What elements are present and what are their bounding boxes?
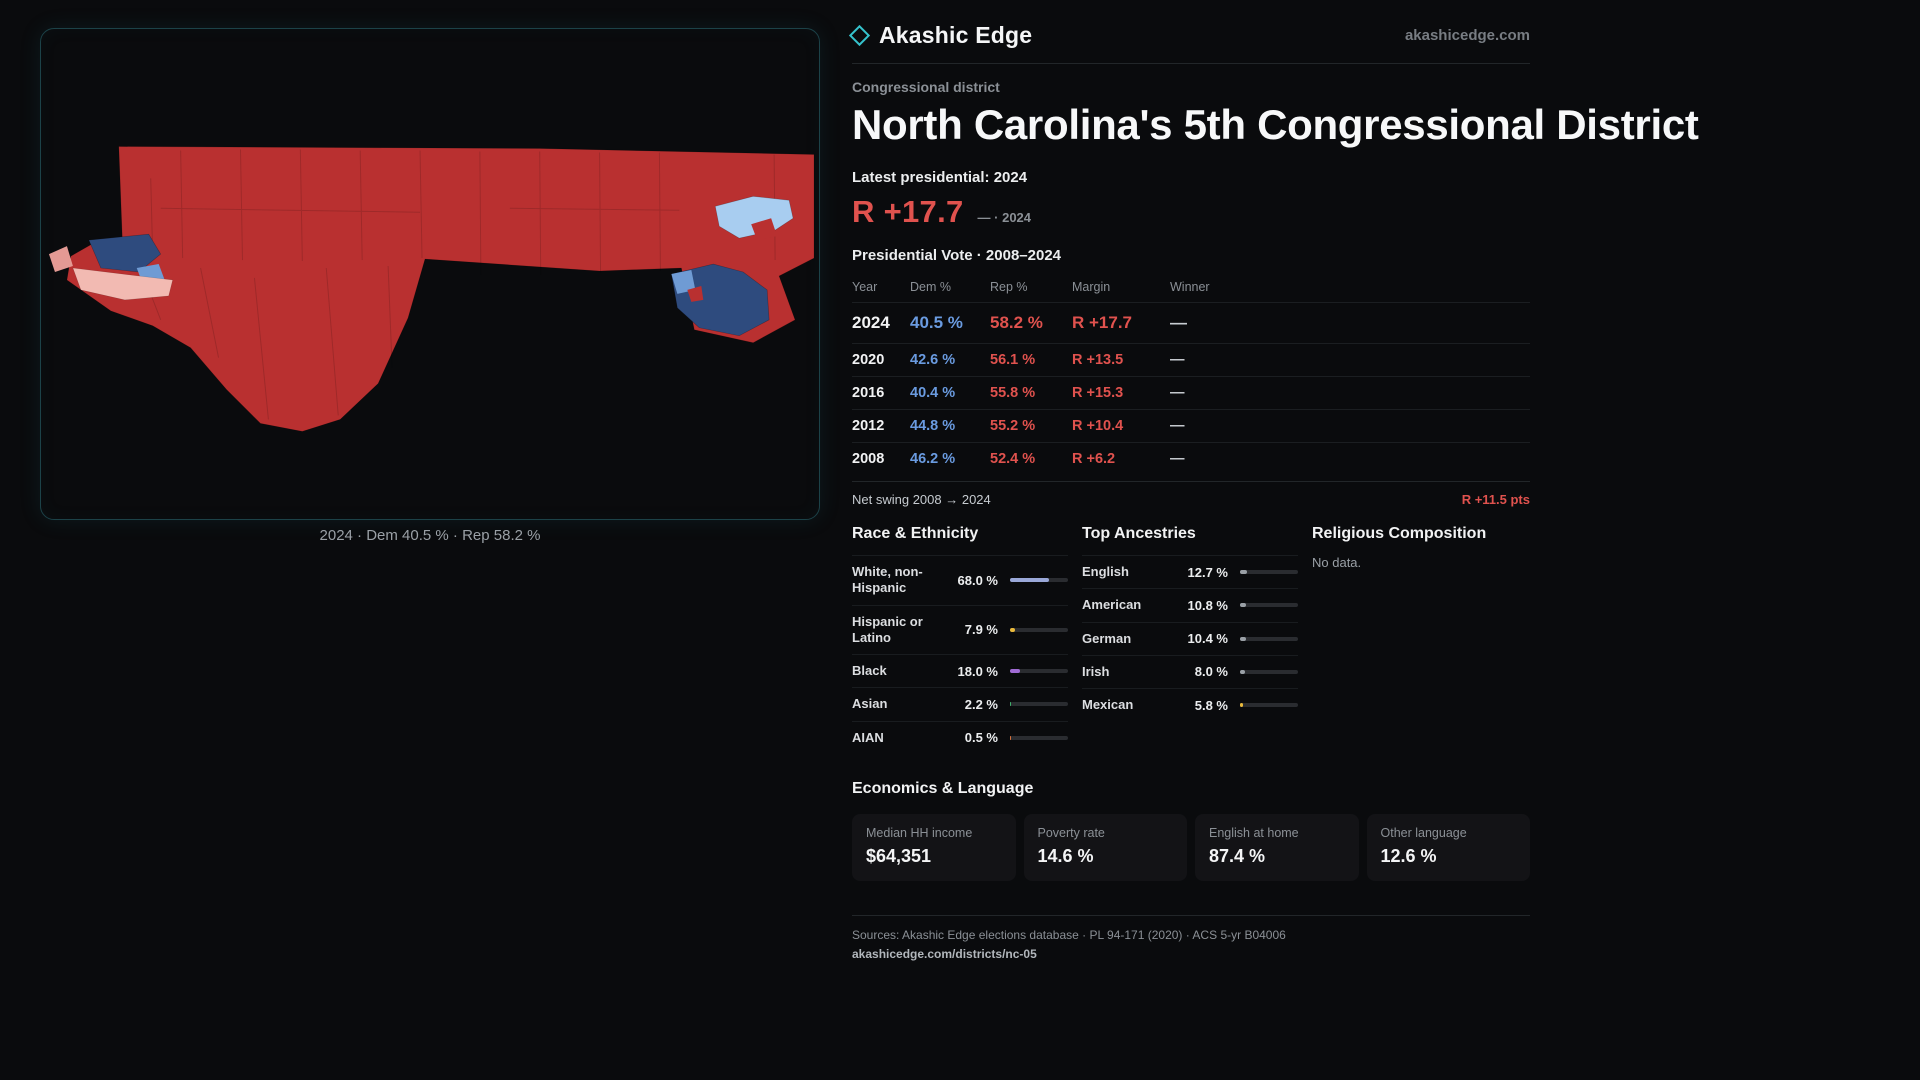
race-bar: [1010, 702, 1068, 707]
col-margin: Margin: [1072, 280, 1111, 294]
ancestry-bar: [1240, 603, 1298, 608]
footer: Sources: Akashic Edge elections database…: [852, 914, 1530, 961]
map-caption: 2024 · Dem 40.5 % · Rep 58.2 %: [319, 527, 541, 544]
stat-card-poverty-rate: Poverty rate 14.6 %: [1023, 813, 1187, 881]
vote-table-header: Year Dem % Rep % Margin Winner: [852, 274, 1530, 302]
table-row: 2016 40.4 % 55.8 % R +15.3 —: [852, 376, 1530, 409]
map-section: 2024 · Dem 40.5 % · Rep 58.2 %: [0, 0, 852, 1080]
net-swing-value: R +11.5 pts: [1461, 492, 1530, 507]
stat-card-english-at-home: English at home 87.4 %: [1195, 813, 1359, 881]
net-swing-row: Net swing 2008 → 2024 R +11.5 pts: [852, 481, 1530, 515]
list-item: Asian 2.2 %: [852, 687, 1068, 720]
list-item: White, non-Hispanic 68.0 %: [852, 555, 1068, 605]
table-row: 2012 44.8 % 55.2 % R +10.4 —: [852, 409, 1530, 442]
map-topright-red-notch: [751, 218, 778, 241]
site-domain-link[interactable]: akashicedge.com: [1404, 27, 1530, 44]
col-winner: Winner: [1170, 280, 1210, 294]
religion-title: Religious Composition: [1312, 525, 1487, 542]
list-item: American 10.8 %: [1082, 588, 1298, 621]
kicker: Congressional district: [852, 79, 1000, 95]
map-east-navy: [671, 263, 770, 337]
page-title: North Carolina's 5th Congressional Distr…: [852, 101, 1699, 148]
col-rep: Rep %: [990, 280, 1028, 294]
list-item: Hispanic or Latino 7.9 %: [852, 604, 1068, 655]
net-swing-label: Net swing 2008 → 2024: [852, 492, 991, 507]
map-west-tip-pink: [48, 246, 73, 273]
table-row: 2024 40.5 % 58.2 % R +17.7 —: [852, 302, 1530, 343]
map-west-navy: [88, 233, 162, 273]
map-east-midblue: [671, 270, 696, 294]
race-bar: [1010, 735, 1068, 740]
footer-district-link[interactable]: akashicedge.com/districts/nc-05: [852, 946, 1037, 961]
economics-stats: Median HH income $64,351 Poverty rate 14…: [852, 813, 1530, 881]
vote-table-title: Presidential Vote · 2008–2024: [852, 247, 1062, 264]
race-bar: [1010, 669, 1068, 674]
list-item: AIAN 0.5 %: [852, 720, 1068, 754]
col-year: Year: [852, 280, 878, 294]
headline-margin-note: — · 2024: [977, 210, 1032, 225]
ancestry-bar: [1240, 570, 1298, 575]
ancestries-column: Top Ancestries English 12.7 % American 1…: [1082, 525, 1298, 754]
list-item: Black 18.0 %: [852, 654, 1068, 687]
ancestry-bar: [1240, 636, 1298, 641]
stat-card-other-language: Other language 12.6 %: [1366, 813, 1530, 881]
vote-table: Year Dem % Rep % Margin Winner 2024 40.5…: [852, 274, 1530, 475]
detail-panel: Akashic Edge akashicedge.com Congression…: [848, 0, 1920, 1080]
brand-name: Akashic Edge: [879, 22, 1033, 48]
district-shape-rep: [66, 146, 815, 432]
latest-presidential-label: Latest presidential: 2024: [852, 169, 1028, 186]
precinct-lines: [136, 149, 776, 420]
religion-no-data: No data.: [1312, 555, 1362, 570]
map-west-pink: [72, 267, 173, 301]
stat-card-median-income: Median HH income $64,351: [852, 813, 1016, 881]
headline-margin-value: R +17.7: [852, 194, 964, 229]
religion-column: Religious Composition No data.: [1312, 525, 1530, 754]
table-row: 2008 46.2 % 52.4 % R +6.2 —: [852, 442, 1530, 475]
footer-sources: Sources: Akashic Edge elections database…: [852, 927, 1286, 942]
ancestry-bar: [1240, 703, 1298, 708]
list-item: English 12.7 %: [1082, 555, 1298, 588]
table-row: 2020 42.6 % 56.1 % R +13.5 —: [852, 343, 1530, 376]
race-bar: [1010, 578, 1068, 583]
col-dem: Dem %: [910, 280, 951, 294]
brand[interactable]: Akashic Edge: [848, 22, 1033, 49]
ancestry-bar: [1240, 669, 1298, 674]
district-map-svg: [48, 146, 815, 432]
economics-title: Economics & Language: [852, 779, 1034, 797]
race-bar: [1010, 627, 1068, 632]
list-item: Mexican 5.8 %: [1082, 688, 1298, 721]
list-item: German 10.4 %: [1082, 621, 1298, 655]
ancestries-title: Top Ancestries: [1082, 525, 1196, 542]
race-ethnicity-column: Race & Ethnicity White, non-Hispanic 68.…: [852, 525, 1068, 754]
district-map[interactable]: [40, 28, 820, 520]
headline-margin-row: R +17.7 — · 2024: [852, 194, 1530, 230]
race-title: Race & Ethnicity: [852, 525, 979, 542]
demographics-grid: Race & Ethnicity White, non-Hispanic 68.…: [852, 525, 1530, 754]
app-header: Akashic Edge akashicedge.com: [848, 22, 1530, 64]
brand-logo-icon: [848, 24, 871, 47]
map-east-red-bit: [687, 285, 704, 302]
list-item: Irish 8.0 %: [1082, 654, 1298, 688]
